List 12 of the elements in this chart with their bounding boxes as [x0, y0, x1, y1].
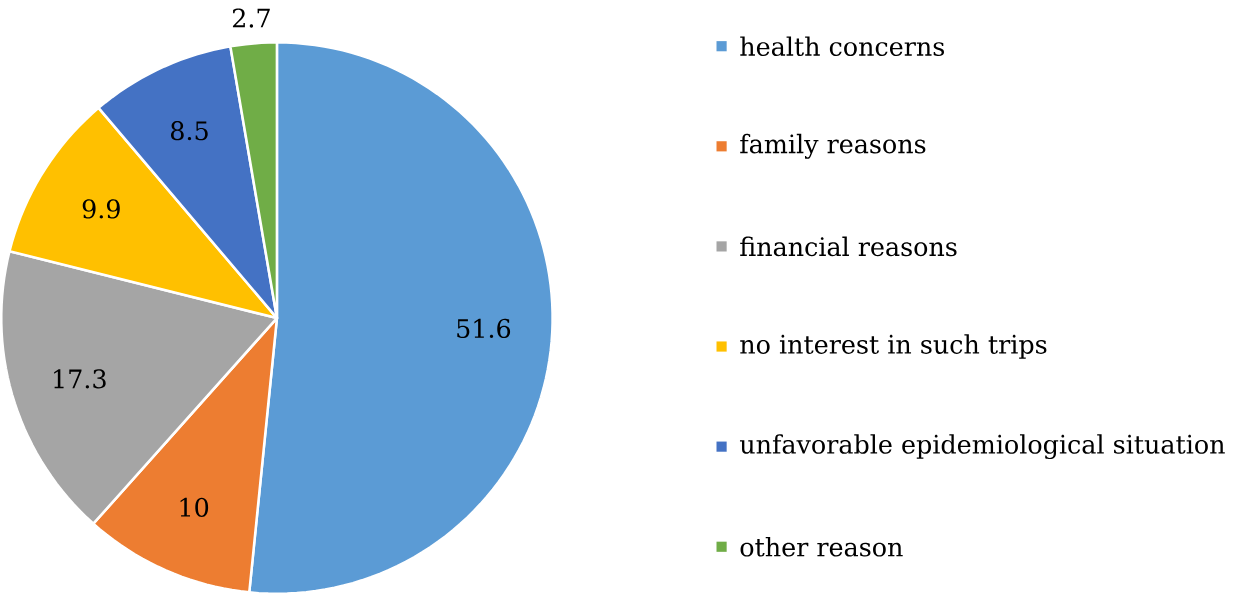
data-label: 8.5 [170, 121, 208, 141]
legend-label: unfavorable epidemiological situation [739, 434, 1225, 460]
legend-label: financial reasons [740, 236, 957, 257]
data-label: 2.7 [232, 8, 270, 28]
legend-label: no interest in such trips [740, 334, 1047, 359]
legend-label: other reason [740, 536, 903, 557]
data-label: 51.6 [457, 318, 511, 339]
legend-label: family reasons [740, 133, 926, 159]
legend-label: health concerns [740, 36, 944, 57]
data-label: 17.3 [54, 369, 106, 389]
data-label: 9.9 [82, 199, 120, 219]
data-label: 10 [180, 497, 209, 517]
